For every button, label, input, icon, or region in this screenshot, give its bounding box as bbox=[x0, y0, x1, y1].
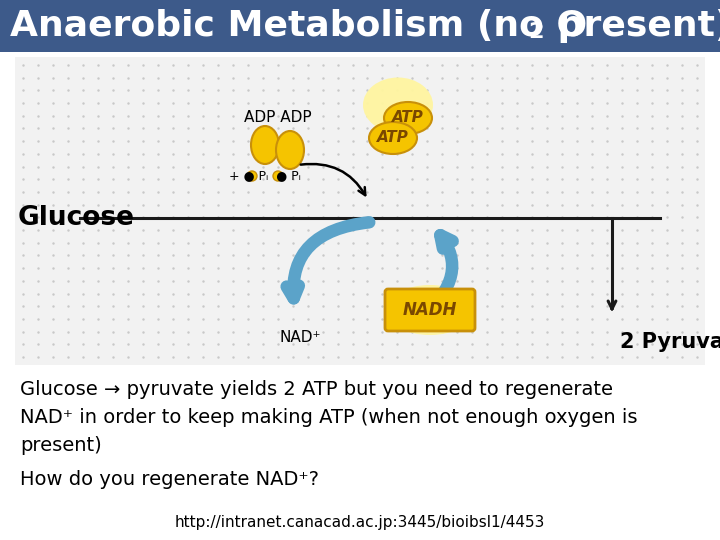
Ellipse shape bbox=[247, 171, 257, 181]
Text: http://intranet.canacad.ac.jp:3445/bioibsl1/4453: http://intranet.canacad.ac.jp:3445/bioib… bbox=[175, 515, 545, 530]
Text: Anaerobic Metabolism (no O: Anaerobic Metabolism (no O bbox=[10, 9, 588, 43]
Text: 2 Pyruvate: 2 Pyruvate bbox=[620, 332, 720, 352]
Text: Glucose → pyruvate yields 2 ATP but you need to regenerate
NAD⁺ in order to keep: Glucose → pyruvate yields 2 ATP but you … bbox=[20, 380, 637, 455]
Text: 2: 2 bbox=[528, 22, 544, 42]
Text: + ● Pᵢ  ● Pᵢ: + ● Pᵢ ● Pᵢ bbox=[229, 170, 301, 183]
Text: NAD⁺: NAD⁺ bbox=[279, 330, 320, 345]
Ellipse shape bbox=[276, 131, 304, 169]
Ellipse shape bbox=[384, 102, 432, 134]
FancyBboxPatch shape bbox=[385, 289, 475, 331]
Text: ATP: ATP bbox=[392, 111, 424, 125]
Text: ATP: ATP bbox=[377, 131, 409, 145]
Ellipse shape bbox=[363, 78, 433, 132]
Ellipse shape bbox=[369, 122, 417, 154]
Text: How do you regenerate NAD⁺?: How do you regenerate NAD⁺? bbox=[20, 470, 319, 489]
Ellipse shape bbox=[385, 285, 475, 335]
Bar bbox=[0, 0, 720, 52]
Ellipse shape bbox=[251, 126, 279, 164]
Text: ADP ADP: ADP ADP bbox=[244, 111, 312, 125]
Text: NADH: NADH bbox=[402, 301, 457, 319]
Text: Glucose: Glucose bbox=[18, 205, 135, 231]
Bar bbox=[15, 57, 705, 365]
Text: present): present) bbox=[545, 9, 720, 43]
Ellipse shape bbox=[273, 171, 283, 181]
